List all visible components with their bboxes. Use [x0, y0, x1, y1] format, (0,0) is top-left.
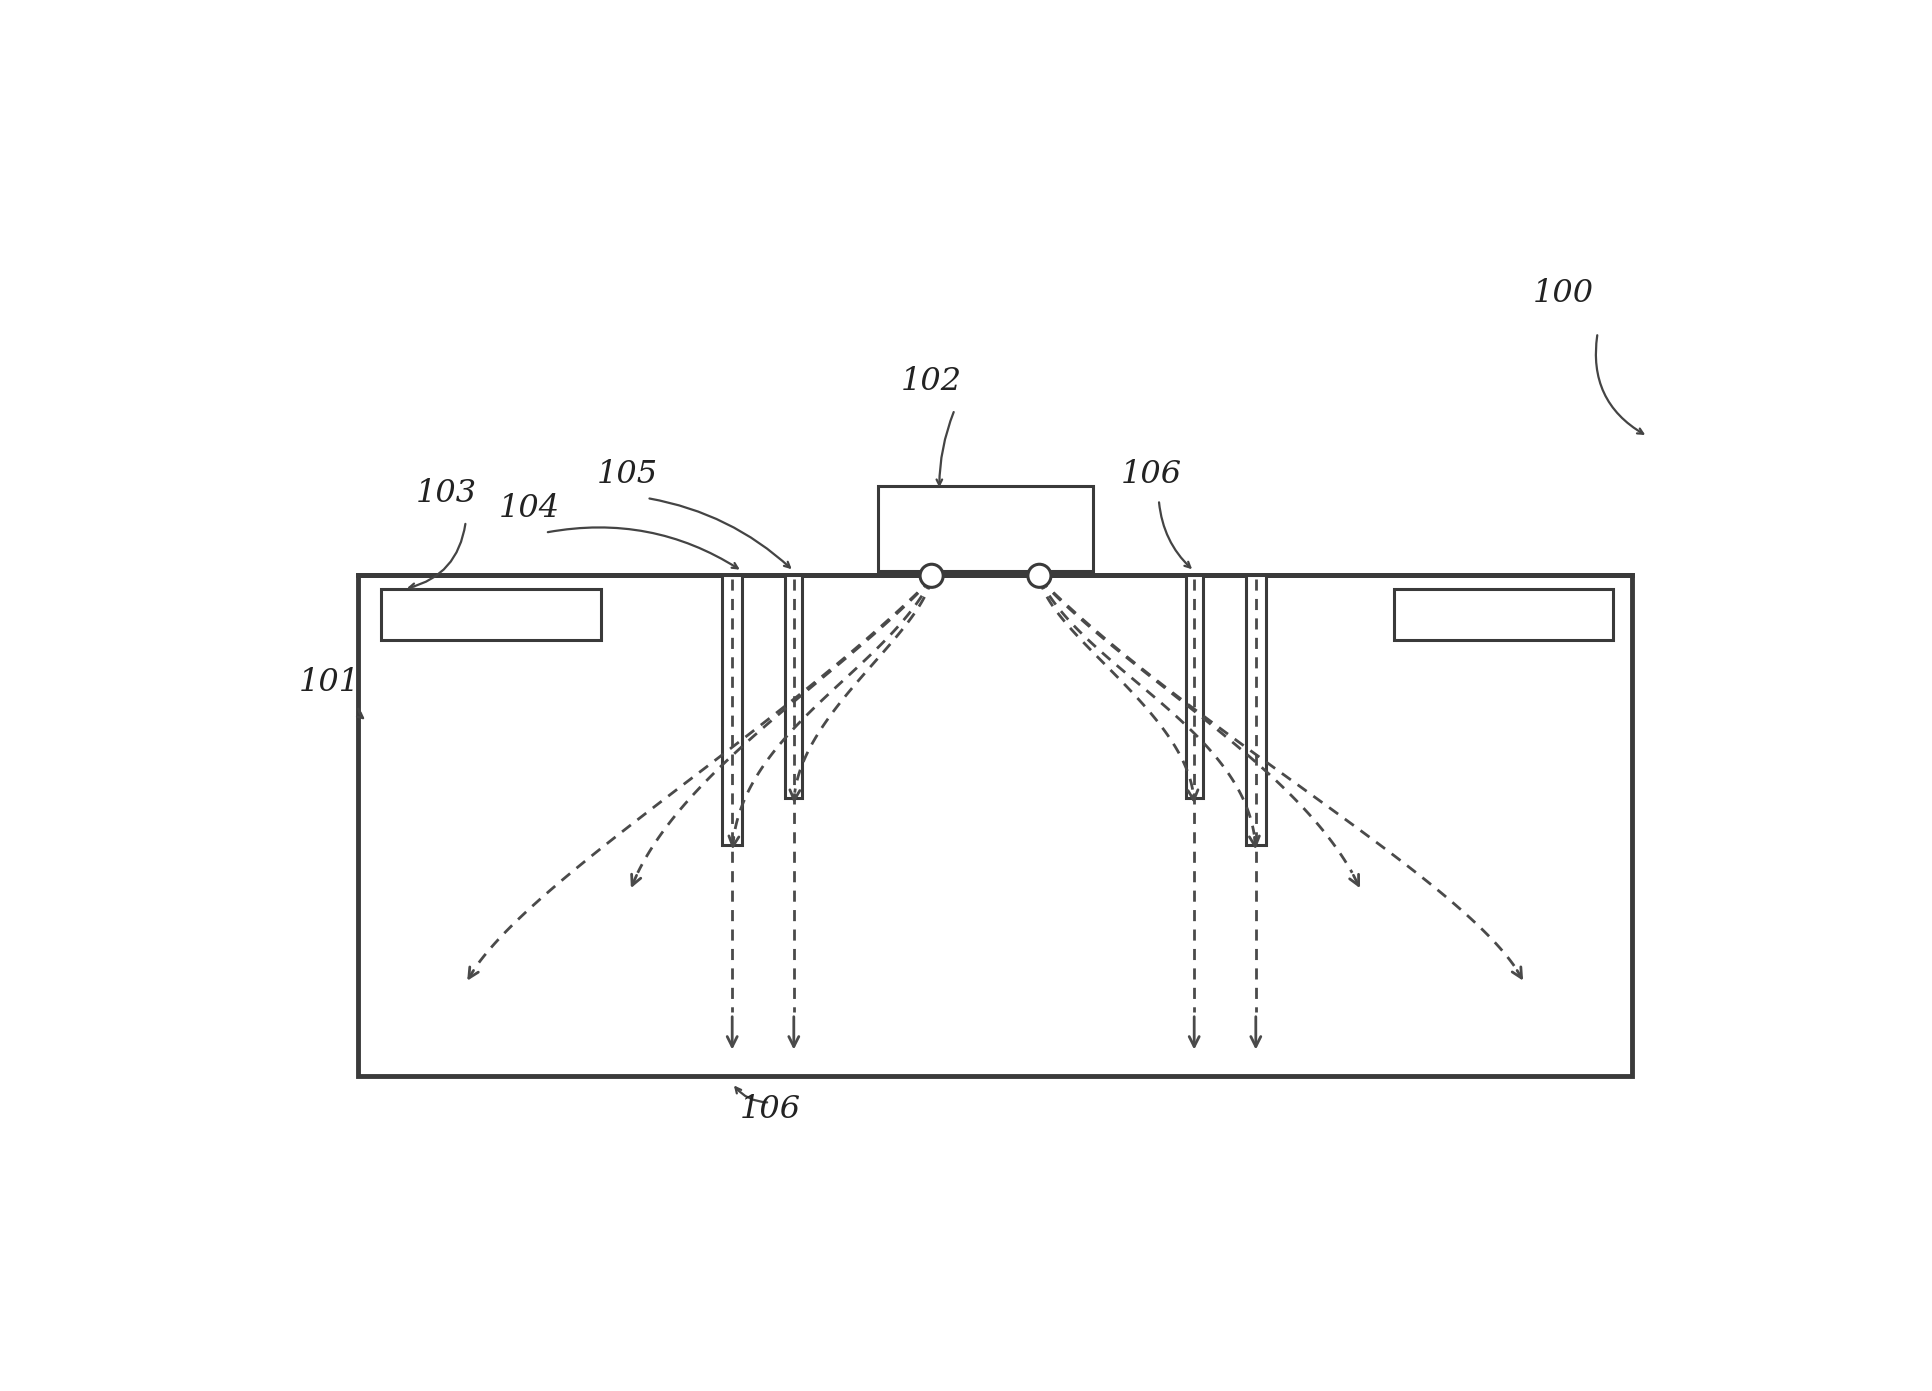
- Bar: [1246, 574, 1265, 844]
- Text: 105: 105: [597, 459, 659, 490]
- Text: 100: 100: [1532, 278, 1594, 309]
- Text: 102: 102: [900, 366, 962, 398]
- Bar: [877, 487, 1094, 572]
- Text: 106: 106: [1121, 459, 1182, 490]
- Text: 104: 104: [498, 494, 560, 524]
- Circle shape: [1028, 565, 1051, 587]
- Text: 103: 103: [415, 479, 477, 509]
- Text: 101: 101: [299, 666, 359, 697]
- Bar: [381, 588, 601, 640]
- Bar: [723, 574, 742, 844]
- Circle shape: [920, 565, 943, 587]
- Bar: [1186, 574, 1202, 798]
- Bar: [784, 574, 802, 798]
- Bar: [357, 574, 1633, 1075]
- Bar: [1393, 588, 1613, 640]
- Text: 106: 106: [740, 1093, 800, 1125]
